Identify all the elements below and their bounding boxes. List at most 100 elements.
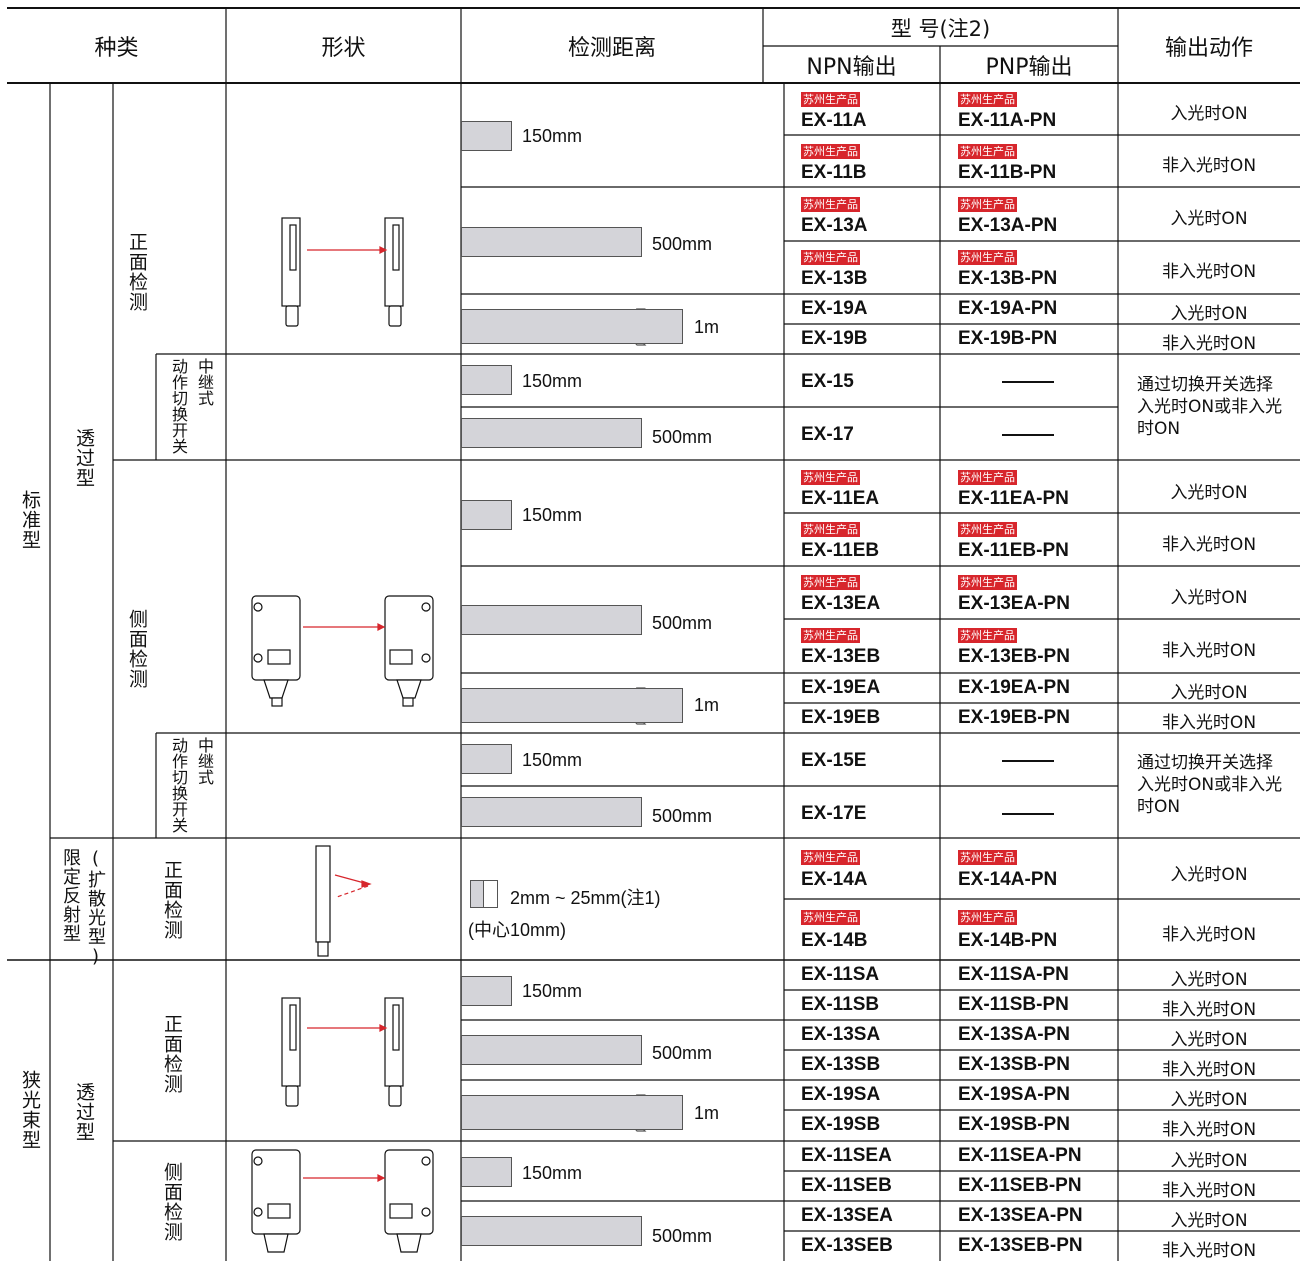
distance-bar xyxy=(461,227,642,257)
output-action: 入光时ON xyxy=(1170,970,1248,990)
npn-model: EX-13B xyxy=(801,268,868,289)
npn-model: EX-15 xyxy=(801,371,854,392)
sensor-front-drawing-2 xyxy=(281,997,404,1107)
distance-label: 150mm xyxy=(522,371,583,391)
npn-model: EX-17 xyxy=(801,424,854,445)
distance-label: 150mm xyxy=(522,1163,583,1183)
pnp-model: EX-19EA-PN xyxy=(958,677,1070,698)
suzhou-tag: 苏州生产品 xyxy=(958,92,1017,107)
distance-label: 2mm ~ 25mm(注1) xyxy=(510,888,661,908)
npn-model: EX-11SA xyxy=(801,964,880,985)
sensor-side-drawing-1 xyxy=(251,595,434,707)
suzhou-tag: 苏州生产品 xyxy=(958,250,1017,265)
category-through-2: 透过型 xyxy=(73,1082,95,1142)
npn-model: EX-19B xyxy=(801,328,868,349)
npn-model: EX-13EB xyxy=(801,646,881,667)
pnp-model: EX-19SA-PN xyxy=(958,1084,1070,1105)
pnp-model: EX-13SEB-PN xyxy=(958,1235,1083,1256)
npn-model: EX-13A xyxy=(801,215,868,236)
distance-bar xyxy=(461,1035,642,1065)
distance-label: 150mm xyxy=(522,505,583,525)
output-action: 非入光时ON xyxy=(1161,1000,1257,1020)
output-action: 入光时ON xyxy=(1170,209,1248,229)
output-action: 非入光时ON xyxy=(1161,1181,1257,1201)
output-action-switch: 通过切换开关选择入光时ON或非入光时ON xyxy=(1137,753,1283,817)
category-front-1: 正面检测 xyxy=(126,232,148,312)
category-narrow: 狭光束型 xyxy=(19,1070,41,1150)
pnp-model: EX-13SA-PN xyxy=(958,1024,1070,1045)
suzhou-tag: 苏州生产品 xyxy=(801,522,860,537)
npn-model: EX-11EA xyxy=(801,488,880,509)
suzhou-tag: 苏州生产品 xyxy=(958,144,1017,159)
npn-model: EX-11SB xyxy=(801,994,880,1015)
pnp-model: EX-11SEA-PN xyxy=(958,1145,1082,1166)
distance-label: 500mm xyxy=(652,806,713,826)
distance-bar xyxy=(461,744,512,774)
npn-model: EX-11SEB xyxy=(801,1175,892,1196)
relay-label-1a: 中继式 xyxy=(195,358,214,406)
pnp-model: EX-13EA-PN xyxy=(958,593,1070,614)
npn-model: EX-13SEA xyxy=(801,1205,893,1226)
output-action: 入光时ON xyxy=(1170,1030,1248,1050)
distance-label: 500mm xyxy=(652,1043,713,1063)
npn-model: EX-19EB xyxy=(801,707,881,728)
npn-model: EX-11EB xyxy=(801,540,880,561)
output-action: 入光时ON xyxy=(1170,683,1248,703)
output-action: 入光时ON xyxy=(1170,588,1248,608)
suzhou-tag: 苏州生产品 xyxy=(801,850,860,865)
pnp-model: EX-19A-PN xyxy=(958,298,1058,319)
header-kind: 种类 xyxy=(94,35,139,61)
suzhou-tag: 苏州生产品 xyxy=(801,628,860,643)
no-model-dash xyxy=(1002,813,1054,815)
header-model: 型 号(注2) xyxy=(890,17,991,41)
output-action: 非入光时ON xyxy=(1161,156,1257,176)
pnp-model: EX-11SEB-PN xyxy=(958,1175,1082,1196)
header-output: 输出动作 xyxy=(1164,35,1253,61)
output-action: 非入光时ON xyxy=(1161,1120,1257,1140)
output-action: 入光时ON xyxy=(1170,104,1248,124)
output-action: 非入光时ON xyxy=(1161,713,1257,733)
relay-label-1b: 动作切换开关 xyxy=(169,358,188,454)
pnp-model: EX-19SB-PN xyxy=(958,1114,1070,1135)
npn-model: EX-19EA xyxy=(801,677,881,698)
pnp-model: EX-14A-PN xyxy=(958,869,1058,890)
suzhou-tag: 苏州生产品 xyxy=(801,910,860,925)
npn-model: EX-13SEB xyxy=(801,1235,893,1256)
header-shape: 形状 xyxy=(321,35,366,61)
suzhou-tag: 苏州生产品 xyxy=(958,522,1017,537)
no-model-dash xyxy=(1002,760,1054,762)
output-action: 非入光时ON xyxy=(1161,1060,1257,1080)
distance-bar xyxy=(461,121,512,151)
distance-bar xyxy=(461,1216,642,1246)
pnp-model: EX-13SEA-PN xyxy=(958,1205,1083,1226)
npn-model: EX-14A xyxy=(801,869,868,890)
output-action: 入光时ON xyxy=(1170,865,1248,885)
distance-label: 500mm xyxy=(652,234,713,254)
output-action: 非入光时ON xyxy=(1161,262,1257,282)
category-through: 透过型 xyxy=(73,428,95,488)
distance-label: 500mm xyxy=(652,1226,713,1246)
npn-model: EX-11A xyxy=(801,110,867,131)
output-action: 非入光时ON xyxy=(1161,1241,1257,1261)
output-action: 非入光时ON xyxy=(1161,925,1257,945)
pnp-model: EX-11B-PN xyxy=(958,162,1057,183)
header-distance: 检测距离 xyxy=(567,35,656,61)
output-action: 非入光时ON xyxy=(1161,334,1257,354)
distance-label: (中心10mm) xyxy=(468,920,566,940)
output-action-switch: 通过切换开关选择入光时ON或非入光时ON xyxy=(1137,375,1283,439)
npn-model: EX-19SA xyxy=(801,1084,881,1105)
pnp-model: EX-19B-PN xyxy=(958,328,1058,349)
suzhou-tag: 苏州生产品 xyxy=(958,197,1017,212)
no-model-dash xyxy=(1002,434,1054,436)
npn-model: EX-11SEA xyxy=(801,1145,892,1166)
distance-bar xyxy=(461,500,512,530)
category-side-1: 侧面检测 xyxy=(126,609,148,689)
npn-model: EX-13SB xyxy=(801,1054,881,1075)
distance-label: 1m xyxy=(694,1103,720,1123)
suzhou-tag: 苏州生产品 xyxy=(801,575,860,590)
distance-label: 150mm xyxy=(522,981,583,1001)
category-diffuse: (扩散光型) xyxy=(85,848,106,968)
distance-bar xyxy=(461,688,683,723)
pnp-model: EX-13EB-PN xyxy=(958,646,1070,667)
